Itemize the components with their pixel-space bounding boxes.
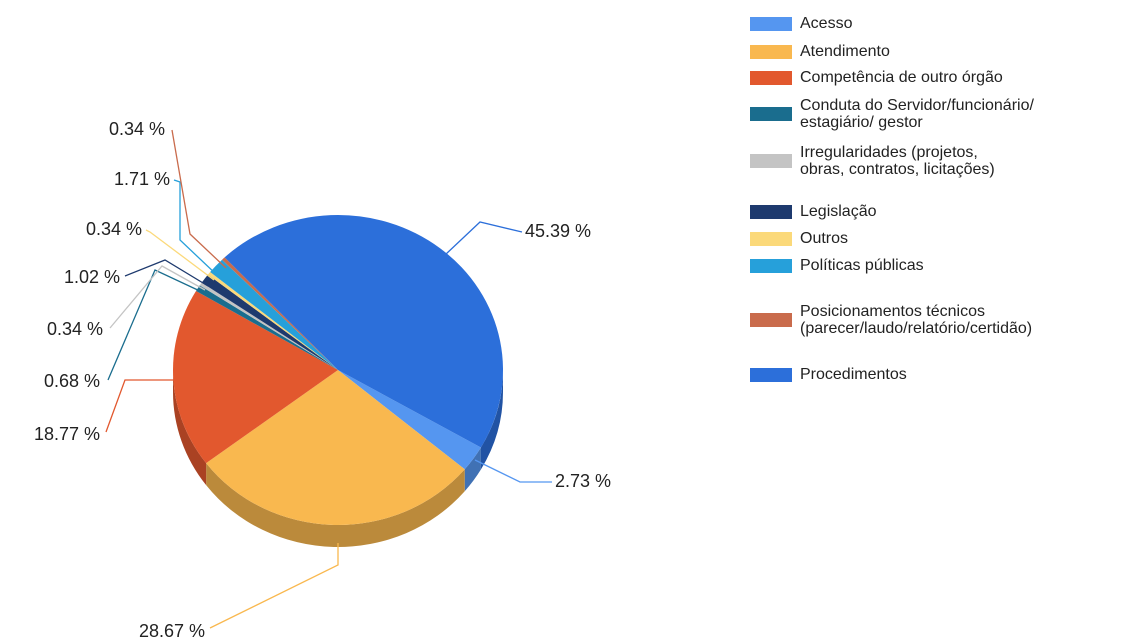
slice	[173, 291, 338, 464]
leader-line	[173, 179, 219, 277]
leader-line	[145, 229, 215, 281]
slice	[206, 370, 465, 525]
legend-label: Procedimentos	[800, 366, 907, 383]
value-label: 0.34 %	[109, 119, 165, 139]
slice	[210, 259, 338, 370]
leader-line	[105, 379, 176, 433]
legend-label: Legislação	[800, 203, 877, 220]
leader-line	[109, 265, 206, 329]
value-label: 0.34 %	[47, 319, 103, 339]
slice	[199, 282, 338, 370]
slice	[338, 370, 481, 470]
legend-label: Irregularidades (projetos, obras, contra…	[800, 144, 995, 178]
legend-swatch	[750, 368, 792, 382]
legend-swatch	[750, 205, 792, 219]
slice	[222, 257, 338, 370]
legend-label: Conduta do Servidor/funcionário/ estagiá…	[800, 97, 1034, 131]
value-label: 0.34 %	[86, 219, 142, 239]
leader-line	[474, 459, 552, 483]
leader-line	[124, 259, 209, 287]
legend-swatch	[750, 313, 792, 327]
value-label: 28.67 %	[139, 621, 205, 641]
legend-label: Políticas públicas	[800, 257, 924, 274]
legend-label: Acesso	[800, 15, 853, 32]
slice	[201, 274, 338, 370]
legend-swatch	[750, 17, 792, 31]
slice	[196, 285, 338, 370]
legend-label: Outros	[800, 230, 849, 247]
value-label: 45.39 %	[525, 221, 591, 241]
value-label: 1.71 %	[114, 169, 170, 189]
slice-side	[464, 447, 481, 492]
value-label: 1.02 %	[64, 267, 120, 287]
leader-line	[444, 221, 523, 256]
legend-swatch	[750, 45, 792, 59]
slice-side	[480, 370, 503, 470]
value-label: 0.68 %	[44, 371, 100, 391]
slice-side	[206, 463, 465, 548]
leader-line	[171, 129, 227, 269]
legend-swatch	[750, 107, 792, 121]
value-label: 2.73 %	[555, 471, 611, 491]
legend-label: Posicionamentos técnicos (parecer/laudo/…	[800, 303, 1033, 337]
legend-label: Atendimento	[800, 43, 890, 60]
slice-side	[173, 370, 207, 486]
leader-line	[107, 269, 203, 381]
slice	[224, 214, 504, 448]
legend-swatch	[750, 232, 792, 246]
legend-swatch	[750, 259, 792, 273]
legend-swatch	[750, 71, 792, 85]
slice	[207, 272, 338, 370]
leader-line	[209, 543, 339, 629]
legend-swatch	[750, 154, 792, 168]
legend-label: Competência de outro órgão	[800, 69, 1003, 86]
value-label: 18.77 %	[34, 424, 100, 444]
